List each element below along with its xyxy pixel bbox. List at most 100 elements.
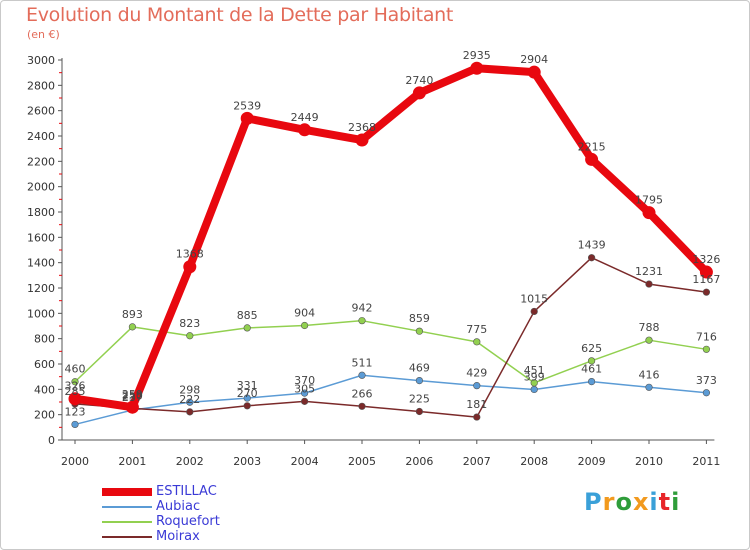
data-point — [530, 307, 538, 316]
data-label: 461 — [581, 363, 602, 376]
data-point — [301, 389, 309, 397]
data-point — [473, 382, 481, 390]
legend-swatch — [102, 488, 152, 496]
brand-letter: t — [658, 488, 672, 516]
data-point — [645, 280, 653, 288]
data-label: 225 — [409, 393, 430, 406]
data-label: 859 — [409, 312, 430, 325]
data-point — [702, 345, 711, 353]
y-tick-label: 3000 — [27, 54, 55, 67]
line-chart: 0 200 400 600 800 1000 1200 1400 1600 1800 2000 220… — [27, 49, 720, 468]
brand-letter: i — [649, 488, 659, 516]
data-label: 181 — [466, 398, 487, 411]
brand-letter: r — [602, 488, 616, 516]
data-point — [68, 392, 82, 406]
data-label: 460 — [65, 363, 86, 376]
data-label: 259 — [122, 388, 143, 401]
x-tick-label: 2010 — [635, 455, 663, 468]
data-label: 429 — [466, 367, 487, 380]
data-label: 370 — [294, 374, 315, 387]
data-point — [473, 338, 481, 346]
data-label: 399 — [524, 370, 545, 383]
legend-swatch — [102, 536, 152, 538]
legend-label: Roquefort — [156, 514, 220, 529]
y-tick-label: 2000 — [27, 181, 55, 194]
data-label: 1326 — [692, 253, 720, 266]
data-point — [301, 321, 309, 330]
brand-logo: Proxiti — [584, 488, 680, 516]
data-point — [186, 332, 194, 340]
data-point — [473, 413, 481, 421]
data-label: 788 — [639, 321, 660, 334]
data-point — [243, 394, 251, 402]
data-point — [186, 398, 194, 406]
data-label: 2215 — [578, 140, 606, 153]
data-label: 1439 — [578, 239, 606, 252]
data-point — [358, 402, 366, 410]
data-label: 942 — [352, 302, 373, 315]
data-point — [645, 336, 653, 344]
y-tick-label: 1200 — [27, 282, 55, 295]
data-label: 904 — [294, 306, 315, 319]
y-tick-label: 2200 — [27, 155, 55, 168]
x-tick-label: 2004 — [291, 455, 319, 468]
y-tick-label: 200 — [34, 409, 55, 422]
data-label: 326 — [65, 380, 86, 393]
y-tick-label: 2800 — [27, 79, 55, 92]
legend-swatch — [102, 506, 152, 508]
data-point — [243, 402, 251, 410]
data-point — [415, 407, 424, 416]
data-label: 1231 — [635, 265, 663, 278]
y-tick-label: 400 — [34, 383, 55, 396]
data-label: 2904 — [520, 53, 548, 66]
data-point — [125, 400, 139, 414]
series-line-roquefort — [74, 319, 708, 384]
data-label: 625 — [581, 342, 602, 355]
data-label: 775 — [466, 323, 487, 336]
data-label: 416 — [639, 368, 660, 381]
data-point — [587, 254, 596, 262]
data-point — [527, 65, 541, 79]
x-tick-label: 2000 — [61, 455, 89, 468]
y-tick-label: 600 — [34, 358, 55, 371]
data-point — [587, 378, 596, 386]
y-tick-label: 1600 — [27, 231, 55, 244]
data-point — [587, 357, 596, 365]
x-tick-label: 2011 — [692, 455, 720, 468]
data-label: 893 — [122, 308, 143, 321]
x-tick-label: 2007 — [463, 455, 491, 468]
legend-label: Moirax — [156, 529, 200, 544]
chart-title: Evolution du Montant de la Dette par Hab… — [26, 4, 454, 26]
brand-letter: i — [671, 488, 681, 516]
data-label: 1167 — [692, 273, 720, 286]
data-label: 298 — [179, 383, 200, 396]
data-label: 222 — [179, 393, 200, 406]
series-line-estillac — [71, 64, 711, 412]
data-point — [186, 408, 194, 416]
data-point — [530, 385, 538, 394]
y-tick-label: 1400 — [27, 257, 55, 270]
data-label: 266 — [352, 387, 373, 400]
data-point — [470, 61, 484, 75]
data-point — [358, 371, 366, 379]
data-point — [585, 152, 599, 166]
series-line-aubiac — [74, 374, 708, 426]
data-label: 511 — [352, 356, 373, 369]
data-label: 469 — [409, 362, 430, 375]
brand-letter: P — [584, 488, 603, 516]
data-label: 885 — [237, 309, 258, 322]
data-label: 2368 — [348, 121, 376, 134]
data-point — [530, 379, 538, 387]
data-point — [128, 323, 136, 331]
data-point — [71, 378, 79, 386]
data-point — [240, 111, 254, 125]
x-tick-label: 2005 — [348, 455, 376, 468]
x-tick-label: 2003 — [233, 455, 261, 468]
data-point — [415, 376, 424, 385]
legend-swatch — [102, 521, 152, 523]
data-label: 2740 — [405, 74, 433, 87]
y-tick-label: 800 — [34, 333, 55, 346]
y-tick-label: 0 — [48, 434, 55, 447]
data-point — [298, 123, 312, 137]
y-tick-label: 2600 — [27, 105, 55, 118]
